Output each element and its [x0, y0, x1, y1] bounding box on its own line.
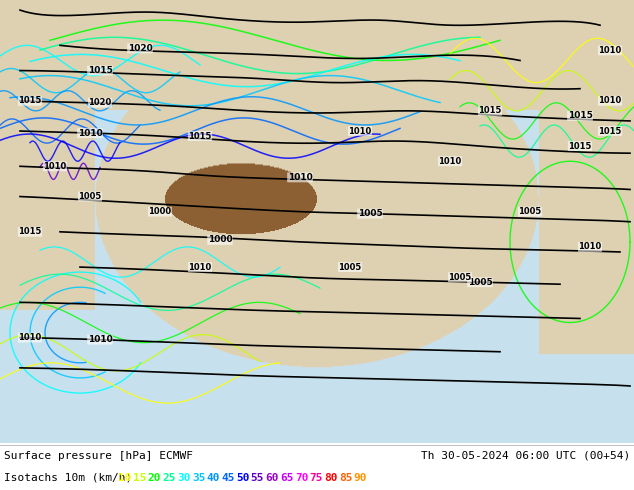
Text: 1010: 1010	[598, 96, 621, 105]
Text: 1010: 1010	[288, 173, 313, 182]
Text: 1000: 1000	[208, 235, 232, 245]
Text: 25: 25	[162, 473, 176, 483]
Text: 1015: 1015	[18, 227, 42, 236]
Text: 35: 35	[192, 473, 205, 483]
Text: 85: 85	[339, 473, 353, 483]
Text: 80: 80	[324, 473, 338, 483]
Text: 1005: 1005	[339, 263, 361, 271]
Text: 1005: 1005	[468, 278, 493, 287]
Text: 1010: 1010	[578, 243, 602, 251]
Text: 1010: 1010	[77, 128, 102, 138]
Text: 45: 45	[221, 473, 235, 483]
Text: 1010: 1010	[87, 335, 112, 344]
Text: 30: 30	[178, 473, 191, 483]
Text: 1015: 1015	[568, 142, 592, 150]
Text: 1020: 1020	[88, 98, 112, 107]
Text: 1010: 1010	[188, 263, 212, 271]
Text: 1005: 1005	[519, 207, 541, 216]
Text: 90: 90	[354, 473, 367, 483]
Text: 50: 50	[236, 473, 250, 483]
Text: 15: 15	[133, 473, 146, 483]
Text: 10: 10	[119, 473, 132, 483]
Text: 60: 60	[266, 473, 279, 483]
Text: Surface pressure [hPa] ECMWF: Surface pressure [hPa] ECMWF	[4, 451, 193, 461]
Text: 1010: 1010	[438, 157, 462, 166]
Text: 20: 20	[148, 473, 161, 483]
Text: 1000: 1000	[148, 207, 172, 216]
Text: 1020: 1020	[127, 44, 152, 53]
Text: 65: 65	[280, 473, 294, 483]
Text: 1015: 1015	[87, 66, 112, 75]
Text: 1015: 1015	[188, 131, 212, 141]
Text: 1005: 1005	[79, 192, 101, 201]
Text: 1015: 1015	[478, 106, 501, 115]
Text: 40: 40	[207, 473, 220, 483]
Text: 1005: 1005	[448, 272, 472, 282]
Text: 1005: 1005	[358, 209, 382, 218]
Text: 1010: 1010	[43, 162, 67, 171]
Text: 55: 55	[251, 473, 264, 483]
Text: 1015: 1015	[598, 126, 622, 136]
Text: 75: 75	[309, 473, 323, 483]
Text: Isotachs 10m (km/h): Isotachs 10m (km/h)	[4, 473, 133, 483]
Text: 70: 70	[295, 473, 308, 483]
Text: 1015: 1015	[18, 96, 42, 105]
Text: Th 30-05-2024 06:00 UTC (00+54): Th 30-05-2024 06:00 UTC (00+54)	[421, 451, 630, 461]
Text: 1015: 1015	[567, 111, 592, 121]
Text: 1010: 1010	[598, 46, 621, 55]
Text: 1010: 1010	[348, 126, 372, 136]
Text: 1010: 1010	[18, 333, 42, 342]
